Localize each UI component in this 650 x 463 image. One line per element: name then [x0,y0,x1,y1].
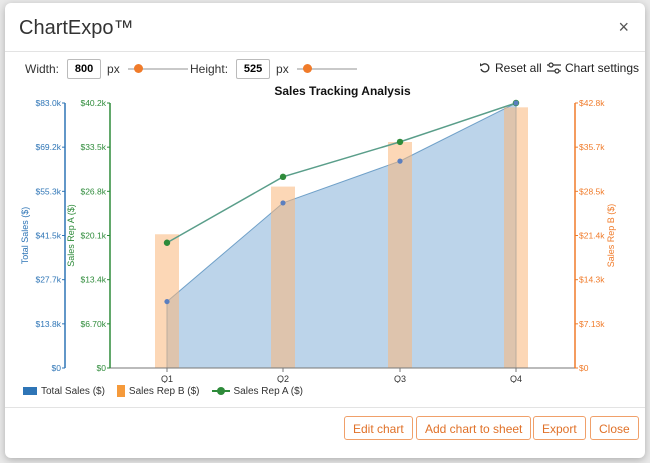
legend-item-sales-rep-b: Sales Rep B ($) [116,385,200,397]
point-total-sales-q1 [164,298,170,305]
y-tick-label-rep-a-4: $26.8k [80,186,106,196]
area-total-sales [166,102,517,369]
x-tick-label-q4: Q4 [510,374,522,383]
width-slider[interactable] [127,64,188,73]
app-title: ChartExpo™ [19,17,134,39]
y-tick-label-rep-b-2: $14.3k [579,275,605,285]
y-axis-title-rep-b: Sales Rep B ($) [606,204,616,268]
y-tick-label-rep-b-1: $7.13k [579,319,605,329]
y-tick-label-rep-b-3: $21.4k [579,231,605,241]
height-slider-thumb[interactable] [302,64,312,73]
y-tick-label-rep-a-5: $33.5k [80,142,106,152]
legend-label-sales-rep-b: Sales Rep B ($) [128,385,200,397]
x-tick-label-q3: Q3 [394,374,406,383]
width-input[interactable] [67,59,102,79]
chart-legend: Total Sales ($) Sales Rep B ($) Sales Re… [23,385,315,397]
y-tick-label-total-0: $0 [52,363,62,373]
settings-sliders-icon [547,62,561,74]
legend-label-total-sales: Total Sales ($) [41,385,105,397]
reset-all-label: Reset all [495,61,542,75]
close-button[interactable]: Close [590,416,639,440]
dialog-footer: Edit chart Add chart to sheet Export Clo… [5,407,645,458]
point-total-sales-q2 [280,200,286,206]
y-axis-title-rep-a: Sales Rep A ($) [66,204,76,267]
y-tick-label-total-1: $13.8k [35,319,61,329]
chart-settings-button[interactable]: Chart settings [547,61,639,75]
x-tick-label-q1: Q1 [161,374,173,383]
legend-item-sales-rep-a: Sales Rep A ($) [211,385,303,397]
legend-swatch-total-sales [23,387,37,395]
y-tick-label-rep-a-2: $13.4k [80,275,106,285]
y-tick-label-rep-b-5: $35.7k [579,142,605,152]
width-control: Width: px [25,58,188,80]
reset-icon [480,63,490,73]
y-tick-label-rep-a-0: $0 [97,363,107,373]
y-tick-label-rep-a-6: $40.2k [80,98,106,108]
x-tick-label-q2: Q2 [277,374,289,383]
legend-item-total-sales: Total Sales ($) [23,386,105,397]
chart-title: Sales Tracking Analysis [274,84,411,98]
height-slider[interactable] [296,64,357,73]
y-tick-label-total-4: $55.3k [35,186,61,196]
line-sales-rep-a [166,102,517,244]
legend-swatch-sales-rep-a [211,387,230,395]
point-sales-rep-a-q1 [163,239,171,246]
y-tick-label-rep-a-3: $20.1k [80,231,106,241]
y-axis-title-total: Total Sales ($) [20,207,30,265]
point-total-sales-q4 [513,100,519,106]
chart-area: Sales Tracking Analysis Q1 Q2 Q3 Q4 $0 $13.8k $… [5,83,645,388]
close-icon[interactable]: × [618,17,629,37]
y-tick-label-total-2: $27.7k [35,275,61,285]
chart-settings-label: Chart settings [565,61,640,75]
y-tick-label-total-6: $83.0k [35,98,61,108]
reset-all-button[interactable]: Reset all [479,61,542,75]
bar-sales-rep-b-q3 [388,142,412,368]
bar-sales-rep-b-q4 [504,107,528,369]
y-tick-label-rep-a-1: $6.70k [80,319,106,329]
add-chart-to-sheet-button[interactable]: Add chart to sheet [416,416,532,440]
width-unit: px [107,62,120,76]
height-unit: px [276,62,289,76]
point-sales-rep-a-q3 [396,138,404,146]
legend-label-sales-rep-a: Sales Rep A ($) [233,385,303,397]
edit-chart-button[interactable]: Edit chart [344,416,413,440]
point-sales-rep-a-q2 [279,173,287,181]
legend-swatch-sales-rep-b [116,385,125,397]
y-tick-label-rep-b-0: $0 [579,363,589,373]
width-label: Width: [25,62,60,76]
bar-sales-rep-b-q2 [271,186,295,368]
width-slider-thumb[interactable] [133,64,143,73]
export-button[interactable]: Export [533,416,586,440]
y-tick-label-rep-b-4: $28.5k [579,186,605,196]
dialog-header: ChartExpo™ × [5,3,645,52]
chart-svg: Sales Tracking Analysis Q1 Q2 Q3 Q4 $0 $13.8k $… [20,84,616,384]
y-tick-label-total-5: $69.2k [35,142,61,152]
height-control: Height: px [190,58,357,80]
y-tick-label-rep-b-6: $42.8k [579,98,605,108]
height-label: Height: [190,62,229,76]
y-tick-label-total-3: $41.5k [35,231,61,241]
point-total-sales-q3 [397,158,403,164]
height-input[interactable] [236,59,271,79]
chart-dialog: ChartExpo™ × Width: px Height: px Reset … [5,3,645,458]
